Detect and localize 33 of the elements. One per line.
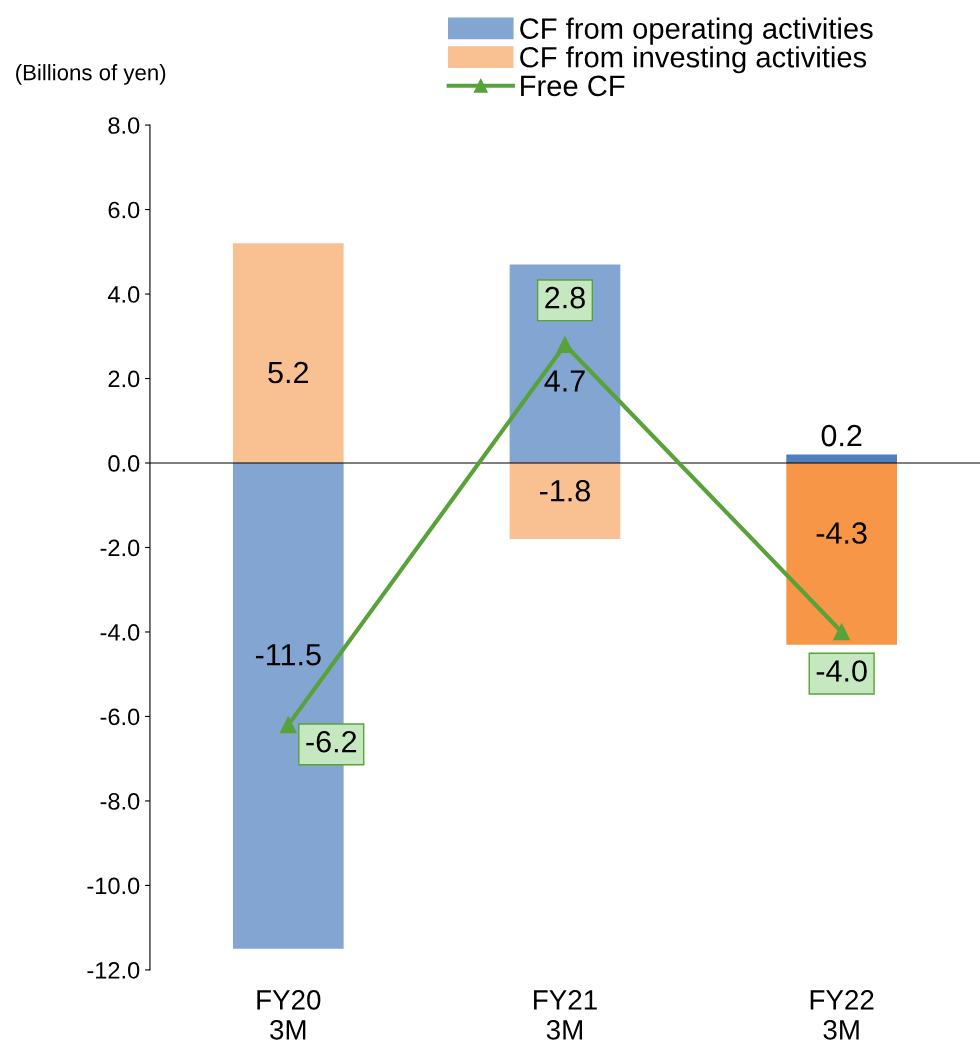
data-label: -4.0 (816, 660, 867, 682)
legend-label: CF from operating activities (520, 17, 873, 45)
legend-label: CF from investing activities (520, 46, 867, 74)
data-label: -11.5 (255, 644, 321, 666)
x-tick-label: FY21 3M (534, 990, 597, 1040)
y-tick-label: -8.0 (100, 793, 140, 810)
data-label: 5.2 (268, 361, 308, 384)
data-label: -6.2 (306, 730, 357, 753)
y-tick-label: 8.0 (108, 117, 140, 134)
y-tick-label: -4.0 (100, 624, 140, 641)
legend-label: Free CF (521, 75, 625, 97)
y-tick-label: 6.0 (108, 201, 140, 219)
y-tick-label: -6.0 (100, 708, 140, 726)
y-tick-label: 0.0 (108, 455, 140, 472)
bar (232, 243, 344, 464)
y-tick-label: -12.0 (87, 961, 140, 979)
point (556, 336, 574, 354)
y-tick-label: 4.0 (107, 286, 140, 303)
x-tick-label: FY22 3M (810, 990, 874, 1040)
point (833, 623, 850, 641)
y-tick-label: -10.0 (87, 877, 140, 895)
x-tick-label: FY20 3M (257, 990, 321, 1040)
data-label: 2.8 (545, 286, 585, 309)
bar (786, 463, 897, 645)
bar (509, 463, 621, 540)
y-tick-label: 2.0 (108, 370, 140, 388)
y-tick-label: -2.0 (100, 539, 140, 557)
data-label: -1.8 (540, 479, 590, 502)
y-axis-title: (Billions of yen) (16, 64, 166, 85)
point (279, 716, 297, 734)
data-label: 4.7 (544, 370, 585, 392)
data-label: 0.2 (821, 424, 862, 447)
data-label: -4.3 (816, 522, 867, 544)
